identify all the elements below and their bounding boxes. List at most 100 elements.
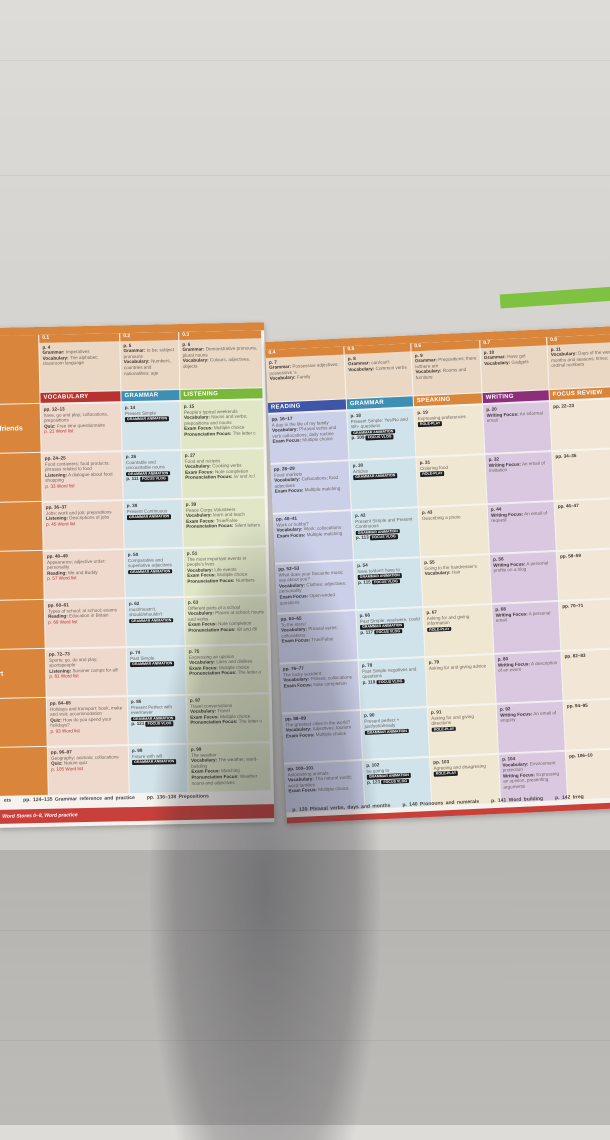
unit-cell: pp. 46–47	[554, 497, 610, 550]
page-ref: p. 111	[126, 476, 139, 482]
column-header-vocabulary: VOCABULARY	[40, 391, 121, 403]
focus-vlog-badge[interactable]: FOCUS VLOG	[139, 476, 168, 482]
item-value: learn and teach	[213, 511, 245, 518]
unit-cell: pp. 22–23	[549, 397, 610, 451]
focus-vlog-badge[interactable]: FOCUS VLOG	[381, 778, 410, 785]
word-list-ref: p. 21 Word list	[44, 428, 74, 435]
unit-cell: pp. 40–41 Work or hobby? Vocabulary: Work;…	[272, 510, 353, 563]
word-stores-band: Word Stores 0–8, Word practice	[0, 804, 275, 824]
cell-item: Pronunciation Focus: /ʌ/ and /u:/	[185, 474, 261, 481]
unit-cell: p. 75 Expressing an opinion Vocabulary: Li…	[185, 644, 269, 694]
item-value: Travel	[217, 708, 230, 714]
item-label: Writing Focus:	[500, 710, 533, 718]
grammar-animation-badge[interactable]: GRAMMAR ANIMATION	[126, 514, 172, 520]
item-value: /ʌ/ and /u:/	[233, 473, 256, 480]
unit-title	[0, 746, 48, 796]
item-value: Descriptions of jobs	[69, 514, 110, 521]
footer-link[interactable]: p. 141 Word building	[490, 795, 544, 805]
unit-title: d friends	[0, 403, 41, 453]
item-label: Pronunciation Focus:	[188, 626, 236, 633]
grammar-animation-badge[interactable]: GRAMMAR ANIMATION	[132, 759, 177, 765]
item-value: Gadgets	[511, 358, 529, 365]
unit-number: 0.3	[179, 330, 262, 340]
item-value: Multiple choice	[302, 436, 333, 443]
topic-text: have, go and play; collocations, preposi…	[43, 411, 108, 424]
unit-cell: p. 51 The most important events in people…	[183, 546, 267, 596]
section-label-blank	[0, 334, 40, 404]
unit-cell: p. 15 People's typical weekends Vocabulary…	[180, 399, 264, 449]
page-ref: p. 113	[355, 534, 369, 541]
cell-item: Writing Focus: A personal email	[496, 610, 556, 624]
word-list-ref: p. 33 Word list	[45, 483, 75, 489]
item-label: Pronunciation Focus:	[184, 430, 232, 437]
footer-link[interactable]: pp. 136–138 Prepositions	[146, 793, 209, 801]
item-value: Summer camps for all!	[72, 667, 119, 674]
page-ref: p. 109	[351, 434, 365, 441]
footer-link[interactable]: p. 142 Irreg	[555, 794, 584, 802]
grammar-animation-badge[interactable]: GRAMMAR ANIMATION	[364, 728, 410, 736]
topic-text: Asking for and giving directions	[431, 713, 474, 727]
cell-item: Exam Focus: Open-ended questions	[279, 591, 351, 605]
unit-cell: p. 56 Writing Focus: A personal profile o…	[489, 551, 559, 603]
page-ref: pp. 94–95	[566, 702, 588, 709]
unit-cell: p. 55 Going to the hairdresser's Vocabular…	[420, 554, 492, 607]
unit-number: 0.2	[120, 332, 179, 341]
item-value: Common verbs	[375, 364, 407, 371]
grammar-animation-badge[interactable]: GRAMMAR ANIMATION	[129, 617, 174, 624]
role-play-badge[interactable]: ROLE-PLAY	[431, 726, 457, 733]
item-label: Pronunciation Focus:	[190, 719, 238, 726]
focus-vlog-badge[interactable]: FOCUS VLOG	[369, 534, 398, 541]
item-label: Vocabulary:	[187, 610, 215, 617]
unit-title	[0, 697, 47, 747]
cell-item: Pronunciation Focus: The letter c	[184, 430, 260, 437]
contents-table-left: 0.1 p. 4 Grammar: Imperatives Vocabulary: T…	[0, 330, 271, 796]
unit-cell: p. 43 Describing a photo	[418, 504, 489, 557]
cell-item: Vocabulary: Rooms and furniture	[415, 367, 477, 381]
grammar-animation-badge[interactable]: GRAMMAR ANIMATION	[124, 416, 170, 422]
item-value: Note completion	[313, 680, 347, 687]
unit-cell: pp. 64–65 To the stars! Vocabulary: Phrasa…	[277, 610, 358, 663]
focus-vlog-badge[interactable]: FOCUS VLOG	[365, 434, 394, 441]
unit-cell: pp. 70–71	[559, 597, 610, 650]
item-value: Multiple matching	[306, 530, 343, 538]
green-cover-strip	[499, 285, 610, 309]
topic-text: Past Simple negatives and questions	[361, 666, 417, 680]
grammar-animation-badge[interactable]: GRAMMAR ANIMATION	[130, 661, 175, 667]
footer-link[interactable]: ets	[3, 797, 12, 804]
item-value: Life events	[214, 566, 237, 573]
topic-text: Present perfect + just/yet/already	[364, 716, 400, 730]
item-value: Education in Britain	[68, 612, 109, 619]
unit-cell: pp. 94–95	[563, 697, 610, 750]
word-list-ref: p. 69 Word list	[48, 618, 78, 625]
role-play-badge[interactable]: ROLE-PLAY	[417, 421, 443, 427]
footer-link[interactable]: pp. 124–135 Grammar reference and practi…	[23, 795, 135, 804]
unit-cell: p. 14 Present Simple GRAMMAR ANIMATION	[121, 401, 181, 451]
topic-text: Articles	[352, 468, 369, 474]
role-play-badge[interactable]: ROLE-PLAY	[420, 471, 445, 477]
unit-cell: p. 80 Writing Focus: A description of an …	[494, 650, 563, 703]
grammar-animation-badge[interactable]: GRAMMAR ANIMATION	[128, 568, 173, 575]
intro-unit-cell: 0.6 p. 9 Grammar: Prepositions; there is/t…	[411, 340, 482, 396]
cell-item: Pronunciation Focus: /θ/ and /ð/	[188, 626, 264, 633]
item-value: Family	[296, 374, 311, 380]
focus-vlog-badge[interactable]: FOCUS VLOG	[374, 628, 403, 635]
unit-cell: p. 38 Present Continuous GRAMMAR ANIMATION	[123, 498, 183, 549]
focus-vlog-badge[interactable]: FOCUS VLOG	[376, 678, 405, 685]
page-ref: p. 117	[360, 629, 374, 635]
item-label: Exam Focus:	[276, 532, 306, 539]
grammar-animation-badge[interactable]: GRAMMAR ANIMATION	[353, 473, 398, 480]
item-value: True/False	[311, 636, 334, 643]
page-ref: pp. 70–71	[562, 602, 584, 609]
role-play-badge[interactable]: ROLE-PLAY	[427, 626, 452, 633]
unit-cell: p. 19 Expressing preferences ROLE-PLAY	[414, 404, 485, 457]
unit-cell: p. 63 Different parts of a school Vocabula…	[184, 595, 268, 645]
page-ref: p. 119	[362, 679, 376, 685]
focus-vlog-badge[interactable]: FOCUS VLOG	[371, 578, 400, 585]
item-label: Listening:	[45, 472, 68, 478]
item-label: Reading:	[47, 570, 67, 576]
topic-text: Sports; go, do and play; sportspeople	[48, 656, 98, 668]
floor-plank-line	[0, 175, 610, 176]
focus-vlog-badge[interactable]: FOCUS VLOG	[145, 721, 174, 727]
cell-item: Pronunciation Focus: The letter o	[190, 719, 266, 726]
role-play-badge[interactable]: ROLE-PLAY	[433, 770, 459, 777]
